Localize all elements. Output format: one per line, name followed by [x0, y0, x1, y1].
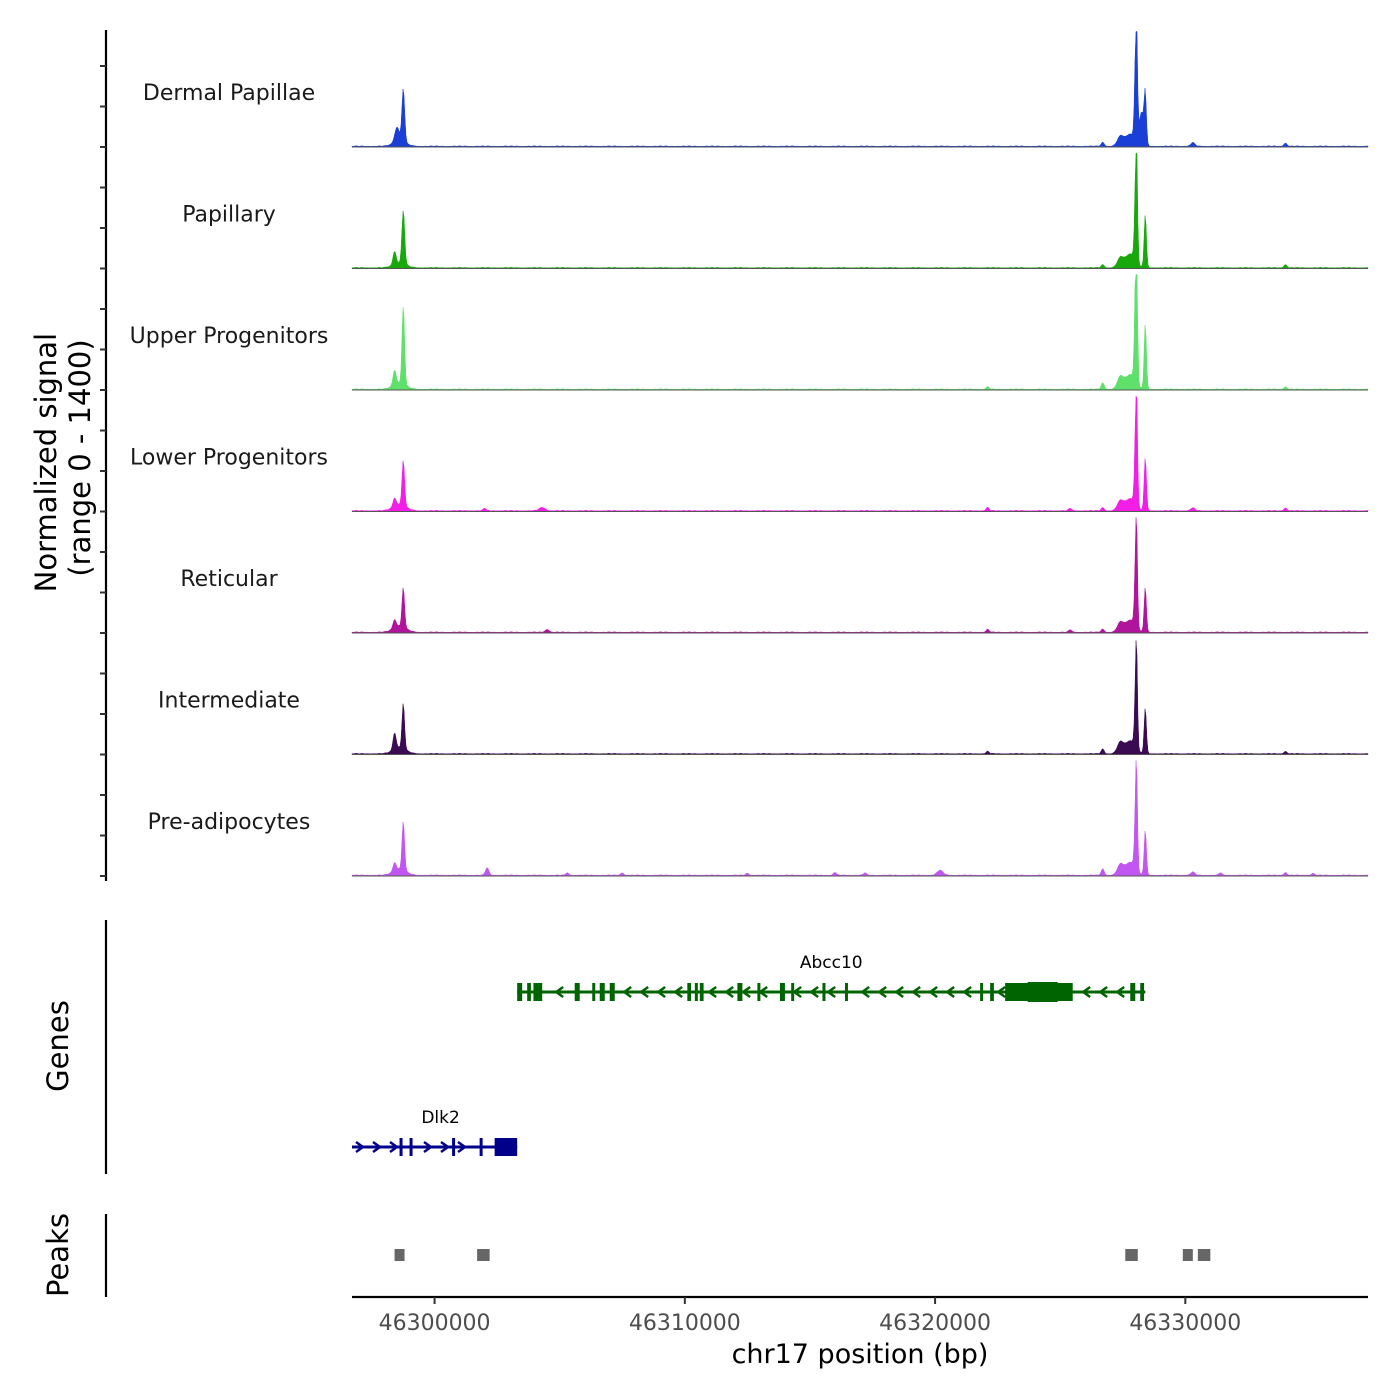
- strand-chevron: [639, 985, 649, 999]
- x-tick-label: 46300000: [379, 1311, 491, 1336]
- gene-exon: [479, 1138, 483, 1156]
- gene-exon: [533, 983, 543, 1001]
- strand-chevron: [457, 1140, 468, 1154]
- gene-abcc10: Abcc10: [517, 953, 1146, 1002]
- gene-exon: [990, 983, 994, 1001]
- track-pre-adipocytes: Pre-adipocytes: [148, 760, 1369, 877]
- gene-exon: [822, 983, 826, 1001]
- genes-y-axis-title: Genes: [41, 1000, 75, 1092]
- strand-chevron: [707, 985, 717, 999]
- gene-exon: [980, 983, 984, 1001]
- gene-exon: [844, 983, 848, 1001]
- gene-exon: [687, 983, 692, 1001]
- axes: 46300000 46310000 46320000 46330000: [100, 30, 1368, 1336]
- x-tick-label: 46310000: [629, 1311, 741, 1336]
- peak-region: [1182, 1249, 1193, 1261]
- coverage-area: [351, 395, 1369, 512]
- coverage-area: [351, 274, 1369, 391]
- gene-exon: [791, 983, 795, 1001]
- strand-chevron: [1081, 985, 1091, 999]
- coverage-area: [351, 760, 1369, 877]
- gene-exon: [599, 983, 605, 1001]
- track-label: Intermediate: [158, 689, 300, 714]
- gene-exon: [694, 983, 698, 1001]
- strand-chevron: [1098, 985, 1108, 999]
- gene-exon: [409, 1138, 413, 1156]
- gene-exon: [699, 983, 704, 1001]
- strand-chevron: [894, 985, 904, 999]
- strand-chevron: [928, 985, 938, 999]
- strand-chevron: [741, 985, 751, 999]
- strand-chevron: [423, 1140, 434, 1154]
- track-label: Upper Progenitors: [130, 324, 329, 349]
- gene-exon: [399, 1138, 403, 1156]
- strand-chevron: [962, 985, 972, 999]
- strand-chevron: [1115, 985, 1125, 999]
- strand-chevron: [355, 1140, 366, 1154]
- coverage-ylabel-line-1: Normalized signal: [29, 333, 63, 592]
- coverage-area: [351, 517, 1369, 634]
- track-lower-progenitors: Lower Progenitors: [130, 395, 1369, 512]
- gene-dlk2: Dlk2: [352, 1108, 518, 1156]
- gene-exon: [494, 1138, 518, 1156]
- gene-exon: [452, 1138, 456, 1156]
- track-label: Papillary: [182, 203, 276, 228]
- strand-chevron: [372, 1140, 383, 1154]
- strand-chevron: [656, 985, 666, 999]
- peak-region: [1197, 1249, 1211, 1261]
- strand-chevron: [440, 1140, 451, 1154]
- peak-region: [477, 1249, 490, 1261]
- track-dermal-papillae: Dermal Papillae: [143, 31, 1369, 148]
- coverage-area: [351, 640, 1369, 755]
- track-intermediate: Intermediate: [158, 640, 1369, 755]
- strand-chevron: [554, 985, 564, 999]
- track-papillary: Papillary: [182, 152, 1369, 269]
- strand-chevron: [945, 985, 955, 999]
- gene-exon: [1130, 983, 1136, 1001]
- track-label: Reticular: [180, 567, 278, 592]
- gene-exon: [1140, 983, 1145, 1001]
- strand-chevron: [877, 985, 887, 999]
- peak-region: [394, 1249, 405, 1261]
- gene-exon: [592, 983, 596, 1001]
- strand-chevron: [860, 985, 870, 999]
- track-label: Dermal Papillae: [143, 81, 315, 106]
- coverage-area: [351, 152, 1369, 269]
- peaks-y-axis-title: Peaks: [41, 1213, 75, 1297]
- gene-track: Abcc10 Dlk2: [352, 953, 1146, 1156]
- peak-track: [394, 1249, 1211, 1261]
- x-axis-title: chr17 position (bp): [732, 1339, 989, 1370]
- x-tick-label: 46320000: [879, 1311, 991, 1336]
- gene-exon: [527, 983, 531, 1001]
- gene-label: Dlk2: [421, 1108, 459, 1128]
- coverage-area: [351, 31, 1369, 148]
- peak-region: [1125, 1249, 1138, 1261]
- track-label: Lower Progenitors: [130, 446, 328, 471]
- track-label: Pre-adipocytes: [148, 810, 311, 835]
- gene-exon: [737, 983, 743, 1001]
- gene-exon: [779, 983, 785, 1001]
- gene-label: Abcc10: [800, 953, 863, 973]
- strand-chevron: [724, 985, 734, 999]
- gene-exon: [574, 983, 580, 1001]
- gene-exon: [757, 983, 761, 1001]
- strand-chevron: [809, 985, 819, 999]
- coverage-tracks: Dermal Papillae Papillary Upper Progenitor…: [130, 31, 1369, 877]
- strand-chevron: [673, 985, 683, 999]
- strand-chevron: [996, 985, 1006, 999]
- track-upper-progenitors: Upper Progenitors: [130, 274, 1369, 391]
- x-tick-label: 46330000: [1129, 1311, 1241, 1336]
- strand-chevron: [826, 985, 836, 999]
- strand-chevron: [911, 985, 921, 999]
- coverage-ylabel-line-2: (range 0 - 1400): [63, 339, 97, 576]
- strand-chevron: [389, 1140, 400, 1154]
- coverage-y-axis-title: Normalized signal (range 0 - 1400): [29, 324, 97, 593]
- gene-exon: [517, 983, 523, 1001]
- strand-chevron: [622, 985, 632, 999]
- gene-exon: [1027, 982, 1058, 1002]
- track-reticular: Reticular: [180, 517, 1369, 634]
- gene-exon: [609, 983, 615, 1001]
